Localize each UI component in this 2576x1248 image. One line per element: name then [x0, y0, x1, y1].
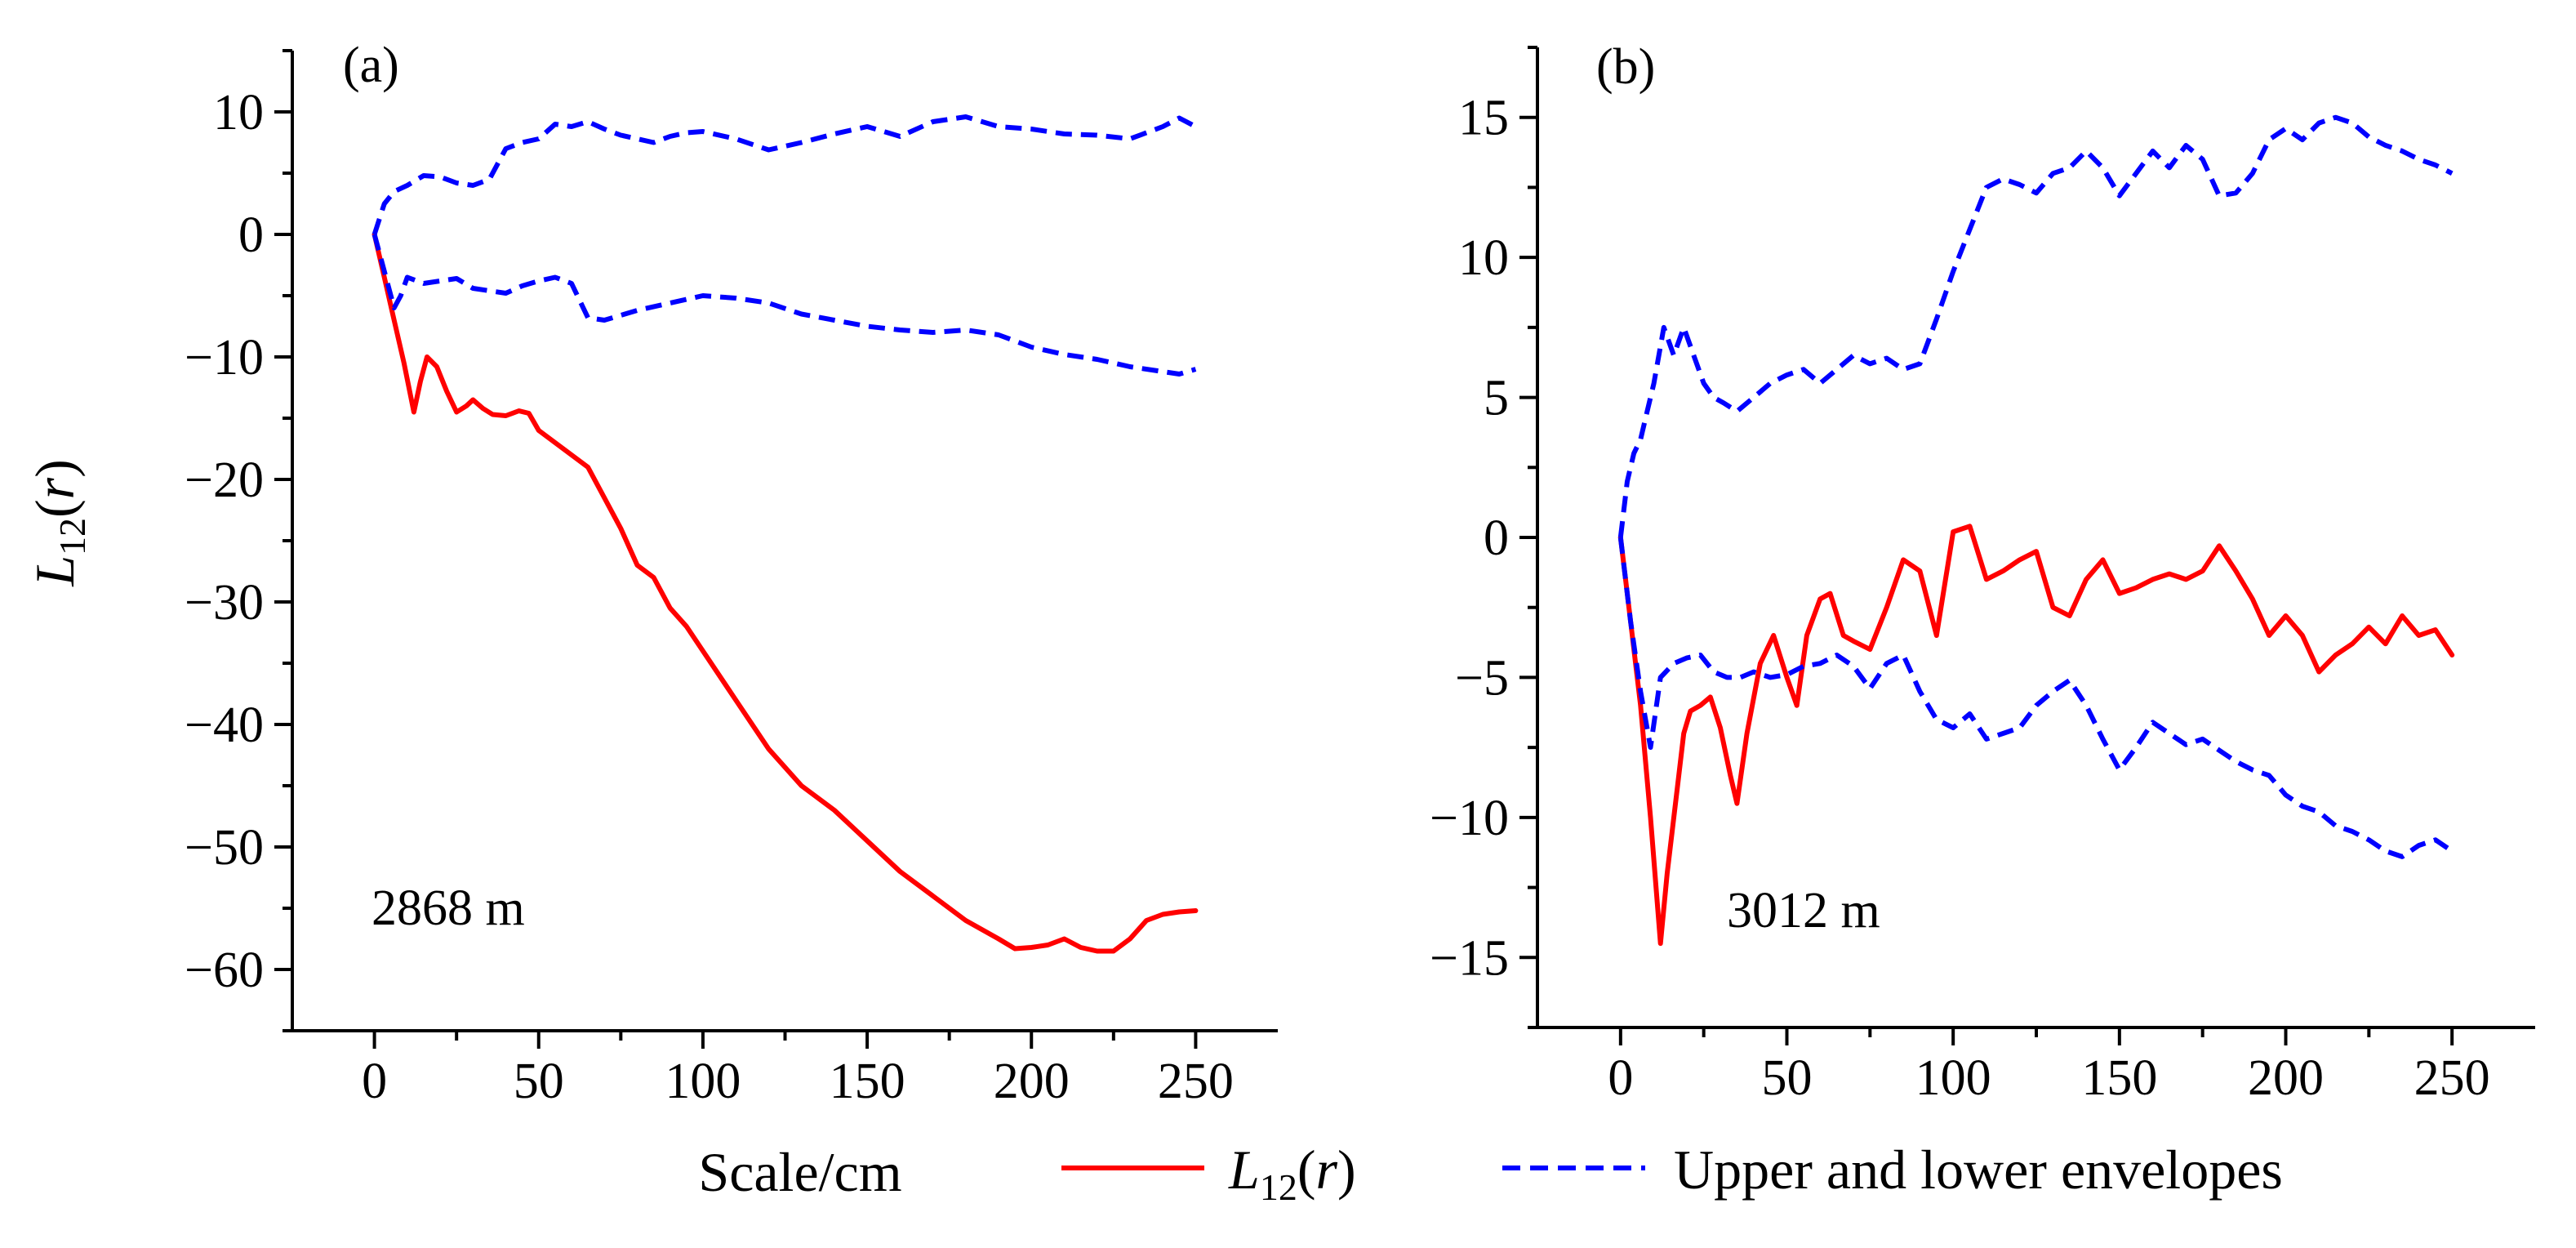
panel-b-y-tick-label: 10	[1458, 230, 1509, 286]
panel-a-y-tick-label: −40	[185, 698, 264, 753]
panel-a-x-tick-label: 150	[830, 1054, 905, 1109]
panel-b-x-tick-label: 0	[1608, 1050, 1633, 1106]
panel-a-series-upper-envelope	[371, 114, 1197, 235]
panel-b-series-upper-envelope	[1617, 114, 2454, 538]
panel-a-x-tick-label: 0	[362, 1054, 387, 1109]
panel-b-x-tick-label: 150	[2081, 1050, 2157, 1106]
panel-b-x-tick-label: 50	[1762, 1050, 1813, 1106]
panel-a-series-lower-envelope	[371, 234, 1197, 377]
panel-b-depth-annotation: 3012 m	[1727, 883, 1880, 938]
panel-a-y-tick-label: −50	[185, 820, 264, 876]
panel-a-y-tick-label: 10	[213, 85, 264, 140]
panel-a-x-tick-label: 100	[665, 1054, 741, 1109]
legend-label-l12: L12(r)	[1228, 1139, 1356, 1208]
legend-l12-main: L	[1228, 1139, 1260, 1201]
panel-b-label: (b)	[1596, 39, 1655, 95]
panel-a-series-l12-r-	[371, 232, 1199, 954]
panel-b-y-tick-label: −5	[1455, 650, 1509, 706]
panel-a-y-tick-label: −10	[185, 330, 264, 386]
x-axis-title: Scale/cm	[698, 1141, 901, 1203]
panel-a-y-tick-label: −20	[185, 452, 264, 508]
panel-a-y-tick-label: 0	[238, 207, 264, 263]
panel-b-series	[1617, 114, 2455, 947]
legend-l12-open: (	[1297, 1139, 1316, 1201]
legend-l12-sub: 12	[1260, 1166, 1297, 1208]
legend-label-envelopes: Upper and lower envelopes	[1674, 1139, 2283, 1201]
panel-a-x-tick-label: 250	[1158, 1054, 1234, 1109]
panel-b-x-tick-label: 100	[1915, 1050, 1991, 1106]
y-axis-title: L12(r)	[24, 459, 93, 587]
panel-b-x-tick-label: 250	[2414, 1050, 2490, 1106]
y-axis-title-close: )	[24, 459, 86, 478]
panel-b-y-tick-label: −15	[1430, 930, 1509, 986]
panel-a-y-tick-label: −30	[185, 575, 264, 631]
panel-b-x-tick-label: 200	[2248, 1050, 2324, 1106]
panel-a-y-tick-label: −60	[185, 943, 264, 998]
y-axis-title-var: r	[24, 477, 86, 499]
panel-b-y-tick-label: 15	[1458, 91, 1509, 146]
y-axis-title-main: L	[24, 555, 86, 587]
y-axis-title-sub: 12	[51, 518, 93, 555]
panel-a-depth-annotation: 2868 m	[371, 880, 525, 936]
panel-a-label: (a)	[343, 38, 399, 93]
panel-a-series	[371, 114, 1199, 954]
panel-b-series-l12-r-	[1617, 524, 2455, 947]
legend: L12(r) Upper and lower envelopes	[1061, 1139, 2283, 1208]
legend-l12-var: r	[1315, 1139, 1337, 1201]
y-axis-title-open: (	[24, 499, 86, 518]
panel-b-y-tick-label: 5	[1484, 371, 1509, 426]
panel-b-y-tick-label: 0	[1484, 510, 1509, 566]
panel-a-x-tick-label: 200	[994, 1054, 1070, 1109]
legend-l12-close: )	[1337, 1139, 1356, 1201]
panel-a-x-tick-label: 50	[514, 1054, 564, 1109]
panel-b-series-lower-envelope	[1617, 537, 2454, 859]
panel-b-y-tick-label: −10	[1430, 791, 1509, 846]
